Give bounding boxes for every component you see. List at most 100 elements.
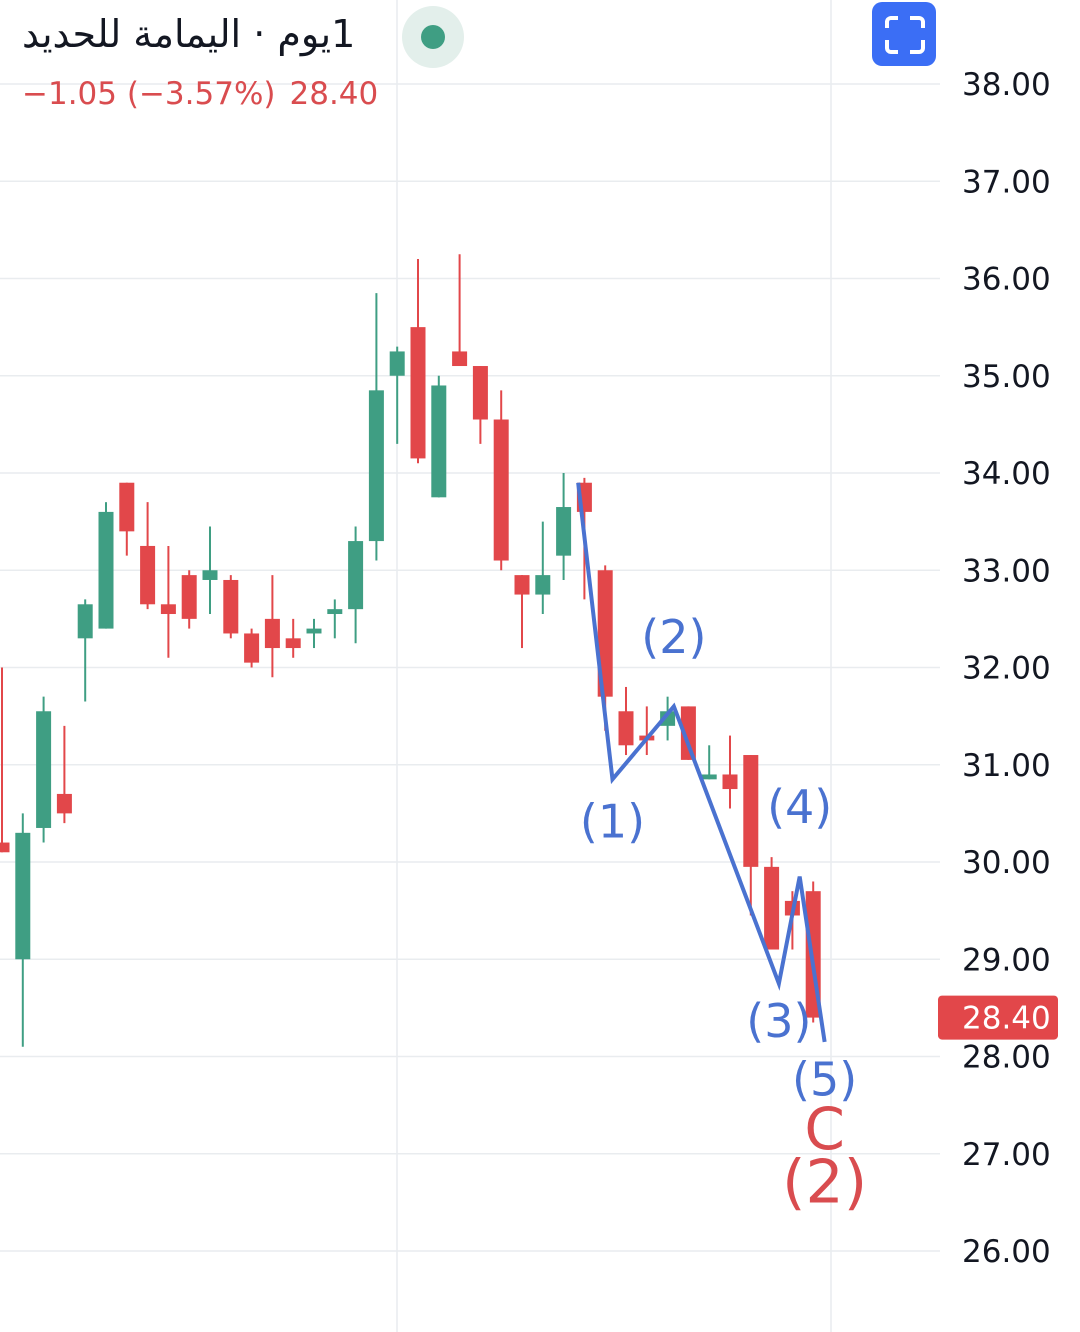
candle <box>244 628 260 668</box>
candle-body <box>348 541 364 610</box>
price-change-line: −1.05 (−3.57%) 28.40 <box>22 76 392 112</box>
candle-body <box>368 390 384 542</box>
fullscreen-button[interactable] <box>872 2 936 66</box>
candle-body <box>181 575 197 619</box>
candle <box>535 521 551 615</box>
candle <box>98 502 114 629</box>
candle-body <box>15 832 31 960</box>
wave-label: (1) <box>580 795 645 849</box>
market-open-dot <box>421 25 445 49</box>
candle-body <box>556 507 572 556</box>
last-price-label: 28.40 <box>962 1001 1051 1037</box>
candles <box>0 254 821 1047</box>
candle <box>701 745 717 780</box>
candle-body <box>77 604 93 639</box>
wave-label: (4) <box>767 780 832 834</box>
candle <box>36 696 52 843</box>
candle <box>680 706 696 760</box>
candle <box>660 696 676 741</box>
candle-body <box>701 774 717 780</box>
candle <box>119 482 135 556</box>
price-tick-label: 29.00 <box>962 942 1051 978</box>
candle <box>285 618 301 658</box>
candle-body <box>160 604 176 615</box>
candle <box>264 575 280 678</box>
candle <box>472 366 488 444</box>
candle <box>556 473 572 580</box>
price-change: −1.05 (−3.57%) <box>22 76 276 112</box>
candle <box>618 686 634 756</box>
candle-body <box>680 706 696 760</box>
candle-body <box>452 351 468 367</box>
candle <box>77 599 93 702</box>
candle <box>15 813 31 1047</box>
major-wave-label: C <box>804 1095 845 1163</box>
elliott-wave <box>576 482 827 1043</box>
price-tick-label: 35.00 <box>962 359 1051 395</box>
price-tick-label: 33.00 <box>962 553 1051 589</box>
price-tick-label: 37.00 <box>962 164 1051 200</box>
candle-body <box>764 866 780 950</box>
candle <box>348 526 364 644</box>
price-tick-label: 26.00 <box>962 1234 1051 1270</box>
candle <box>410 259 426 464</box>
fullscreen-icon-gap-h <box>881 28 927 40</box>
candle-body <box>285 638 301 649</box>
candle <box>181 570 197 629</box>
candle-body <box>202 570 218 580</box>
candle-body <box>98 511 114 629</box>
wave-label: (5) <box>792 1052 857 1106</box>
wave-label: (3) <box>746 994 811 1048</box>
price-tick-label: 38.00 <box>962 67 1051 103</box>
last-price-tag <box>938 995 1058 1040</box>
candle <box>493 390 509 571</box>
candle-body <box>306 628 322 634</box>
candle <box>722 735 738 809</box>
wave-line <box>576 482 827 1043</box>
candle <box>514 575 530 649</box>
candle-body <box>244 633 260 663</box>
candle-body <box>0 842 10 853</box>
price-tick-label: 36.00 <box>962 262 1051 298</box>
candle <box>202 526 218 615</box>
wave-label: (2) <box>641 610 706 664</box>
candle-body <box>743 755 759 867</box>
candle-body <box>431 385 447 498</box>
candle <box>368 293 384 561</box>
candle-body <box>660 711 676 726</box>
candle <box>160 545 176 658</box>
price-tick-label: 28.00 <box>962 1040 1051 1076</box>
candle <box>306 618 322 649</box>
candle-body <box>722 774 738 790</box>
candle-body <box>514 575 530 595</box>
candle-body <box>597 570 613 697</box>
major-wave-label: (2) <box>782 1147 867 1217</box>
candle <box>140 502 156 610</box>
candle <box>431 375 447 498</box>
candle-body <box>327 609 343 615</box>
candle-body <box>56 793 72 814</box>
price-tick-label: 32.00 <box>962 651 1051 687</box>
price-tick-label: 34.00 <box>962 456 1051 492</box>
current-price: 28.40 <box>289 76 379 112</box>
candle <box>389 346 405 444</box>
candle-body <box>410 327 426 459</box>
price-tick-label: 27.00 <box>962 1137 1051 1173</box>
candle-body <box>36 711 52 828</box>
candle <box>0 667 10 853</box>
candle-body <box>119 482 135 532</box>
chart-title: 1يوم · اليمامة للحديد <box>22 12 356 56</box>
candle-body <box>535 575 551 595</box>
chart-grid <box>0 0 940 1332</box>
price-axis: 38.00 37.00 36.00 35.00 34.00 33.00 32.00 31.00… <box>938 67 1058 1270</box>
market-status-dot-icon[interactable] <box>402 6 464 68</box>
candle-body <box>223 579 239 634</box>
price-tick-label: 30.00 <box>962 845 1051 881</box>
candle-body <box>264 618 280 649</box>
candle <box>743 755 759 916</box>
wave-labels: (1)(2)(3)(4)(5)C(2) <box>580 610 867 1217</box>
candle <box>327 599 343 639</box>
candle <box>452 254 468 367</box>
candle-body <box>493 419 509 561</box>
